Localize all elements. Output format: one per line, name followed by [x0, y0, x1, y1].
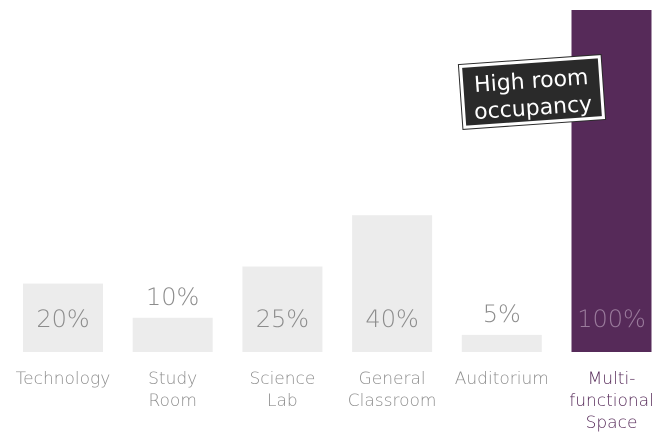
category-label-line: General	[359, 369, 426, 389]
category-label-technology: Technology	[16, 369, 111, 389]
category-label-line: Room	[148, 391, 196, 411]
category-label-line: Lab	[267, 391, 298, 411]
value-label-multi-functional-space: 100%	[577, 305, 646, 333]
bar-science-lab	[242, 266, 323, 352]
category-label-science-lab: Science Lab	[249, 369, 315, 411]
category-label-line: Multi-	[588, 369, 636, 389]
bar-general-classroom	[352, 215, 433, 352]
category-label-auditorium: Auditorium	[455, 369, 549, 389]
value-label-study-room: 10%	[146, 283, 199, 311]
bar-auditorium	[461, 334, 542, 352]
value-label-auditorium: 5%	[483, 300, 521, 328]
category-label-line: Technology	[16, 369, 111, 389]
category-label-line: Space	[586, 413, 638, 433]
category-labels-layer: Technology Study Room Science Lab General Clas…	[16, 369, 654, 433]
category-label-line: Science	[249, 369, 315, 389]
category-label-study-room: Study Room	[148, 369, 197, 411]
category-label-line: Auditorium	[455, 369, 549, 389]
annotation-callout: High room occupancy	[458, 55, 606, 129]
value-label-science-lab: 25%	[256, 305, 309, 333]
value-label-technology: 20%	[36, 305, 89, 333]
category-label-line: Study	[148, 369, 197, 389]
category-label-line: Classroom	[348, 391, 437, 411]
bar-study-room	[132, 317, 213, 352]
category-label-multi-functional-space: Multi-functional Space	[569, 369, 654, 433]
value-labels-layer: 20% 10% 25% 40% 5% 100%	[36, 283, 645, 333]
category-label-general-classroom: General Classroom	[348, 369, 437, 411]
category-label-line: functional	[569, 391, 654, 411]
bar-technology	[23, 283, 103, 352]
value-label-general-classroom: 40%	[365, 305, 418, 333]
